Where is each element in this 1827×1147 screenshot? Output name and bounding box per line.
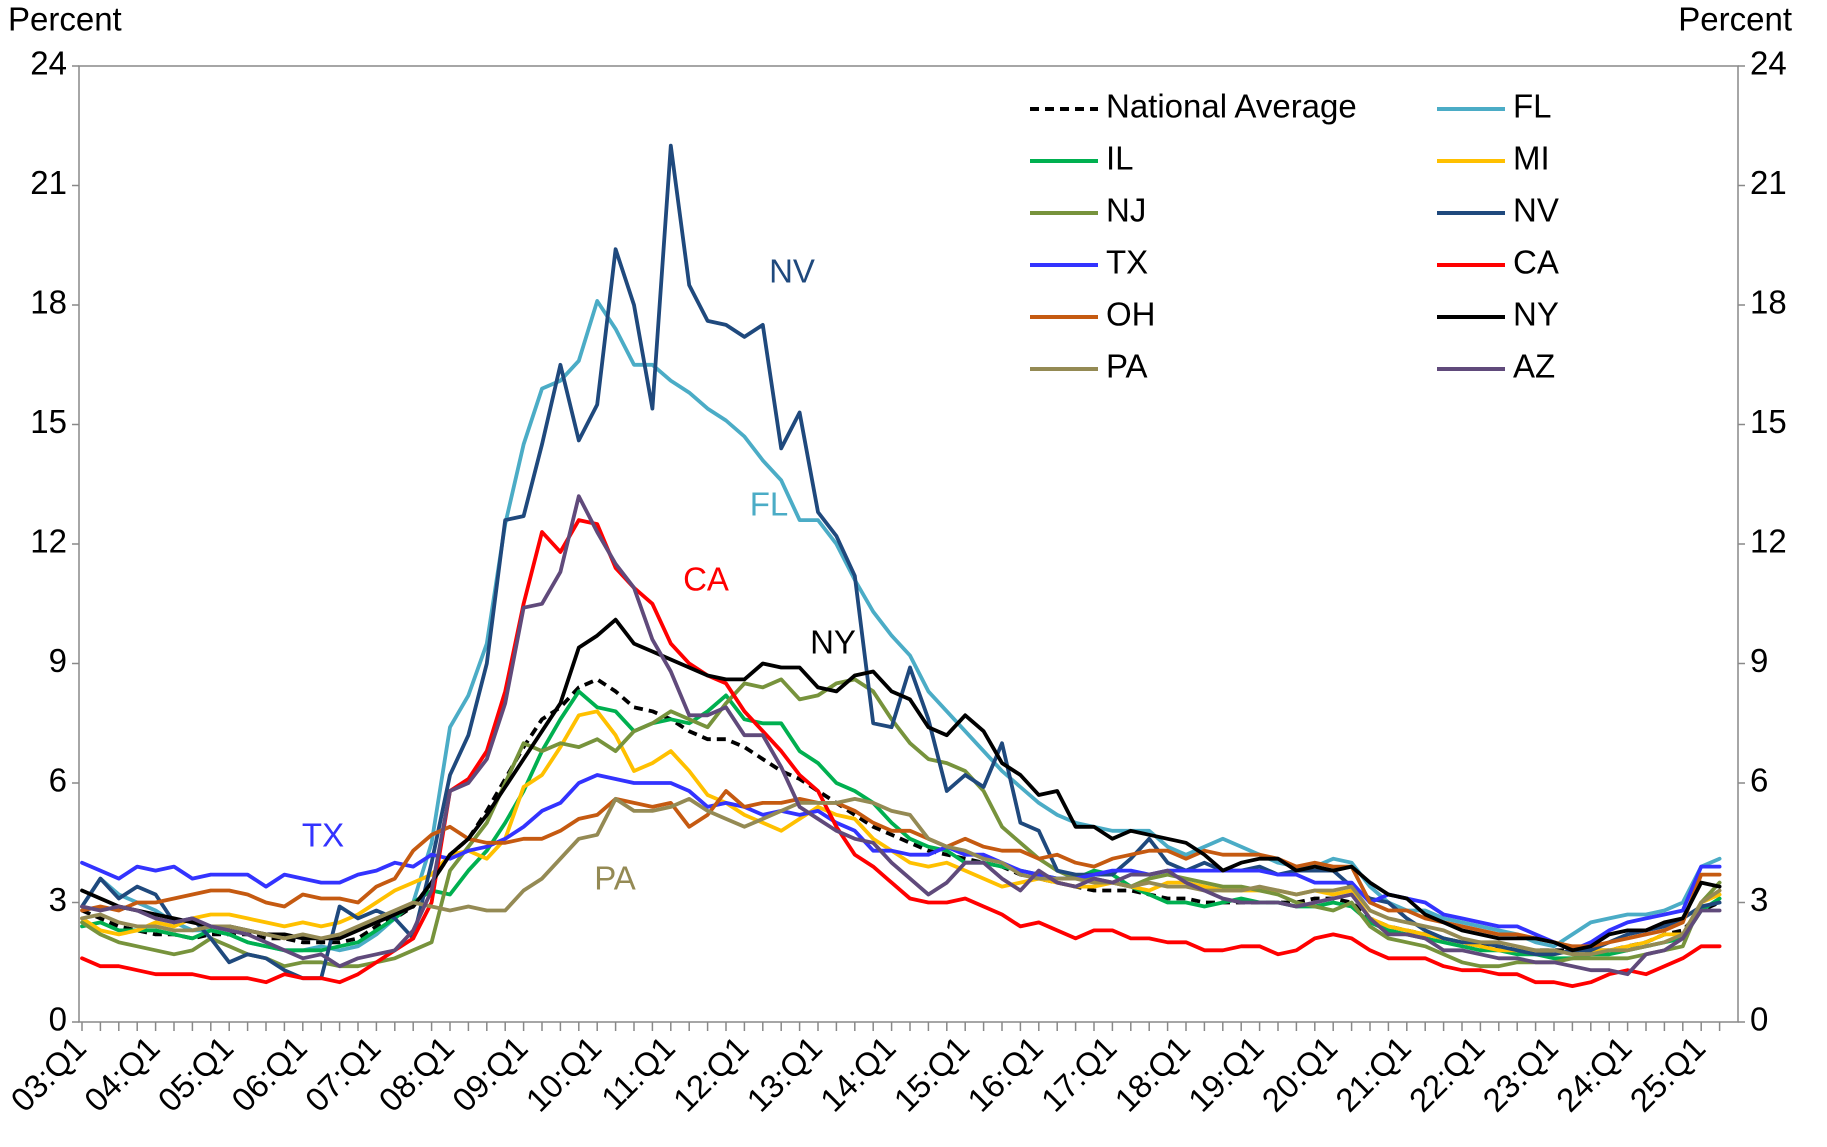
x-tick-label: 09:Q1 [445,1029,535,1119]
legend-label: CA [1513,244,1559,281]
y-tick-label: 9 [49,642,67,679]
annotation: NY [810,624,856,661]
y-tick-label: 24 [30,45,67,82]
annotation: PA [594,860,636,897]
y2-tick-label: 9 [1750,642,1768,679]
y2-tick-label: 21 [1750,164,1787,201]
legend-label: National Average [1106,88,1357,125]
y-tick-label: 18 [30,284,67,321]
x-tick-label: 03:Q1 [3,1029,93,1119]
series-line [80,773,1722,953]
x-tick-label: 19:Q1 [1181,1029,1271,1119]
y2-tick-label: 3 [1750,881,1768,918]
x-tick-label: 12:Q1 [666,1029,756,1119]
annotation: CA [683,561,729,598]
y2-tick-label: 15 [1750,403,1787,440]
x-tick-label: 14:Q1 [813,1029,903,1119]
x-tick-label: 17:Q1 [1034,1029,1124,1119]
x-tick-label: 18:Q1 [1107,1029,1197,1119]
legend-label: NV [1513,192,1559,229]
x-tick-label: 07:Q1 [298,1029,388,1119]
x-tick-label: 04:Q1 [77,1029,167,1119]
legend-label: FL [1513,88,1552,125]
x-tick-label: 05:Q1 [151,1029,241,1119]
y2-tick-label: 12 [1750,523,1787,560]
x-tick-label: 08:Q1 [371,1029,461,1119]
x-tick-label: 10:Q1 [519,1029,609,1119]
y-tick-label: 12 [30,523,67,560]
legend-label: PA [1106,348,1148,385]
x-tick-label: 22:Q1 [1402,1029,1492,1119]
y-tick-label: 3 [49,881,67,918]
y-tick-label: 15 [30,403,67,440]
legend-label: MI [1513,140,1550,177]
y2-tick-label: 18 [1750,284,1787,321]
x-tick-label: 25:Q1 [1623,1029,1713,1119]
annotation: NV [769,253,815,290]
y-axis-label: Percent [8,1,122,38]
series-line [80,518,1722,988]
series-line [80,617,1722,953]
y2-axis-label: Percent [1678,1,1792,38]
series-line [80,494,1722,977]
x-tick-label: 15:Q1 [887,1029,977,1119]
y-tick-label: 0 [49,1001,67,1038]
y2-tick-label: 0 [1750,1001,1768,1038]
x-tick-label: 21:Q1 [1328,1029,1418,1119]
y-tick-label: 6 [49,762,67,799]
x-tick-label: 20:Q1 [1255,1029,1345,1119]
legend-label: NJ [1106,192,1146,229]
series-line [80,677,1722,969]
y-tick-label: 21 [30,164,67,201]
x-tick-label: 13:Q1 [739,1029,829,1119]
x-tick-label: 11:Q1 [594,1029,682,1117]
y2-tick-label: 6 [1750,762,1768,799]
series-line [80,797,1722,957]
legend-label: IL [1106,140,1134,177]
legend-label: NY [1513,296,1559,333]
legend-label: AZ [1513,348,1555,385]
x-tick-label: 24:Q1 [1549,1029,1639,1119]
x-tick-label: 06:Q1 [224,1029,314,1119]
x-tick-label: 23:Q1 [1475,1029,1565,1119]
annotation: FL [750,486,789,523]
legend-label: TX [1106,244,1148,281]
series-line [80,299,1722,953]
y2-tick-label: 24 [1750,45,1787,82]
legend-label: OH [1106,296,1156,333]
annotation: TX [302,817,344,854]
x-tick-label: 16:Q1 [960,1029,1050,1119]
series-line [81,677,1721,953]
